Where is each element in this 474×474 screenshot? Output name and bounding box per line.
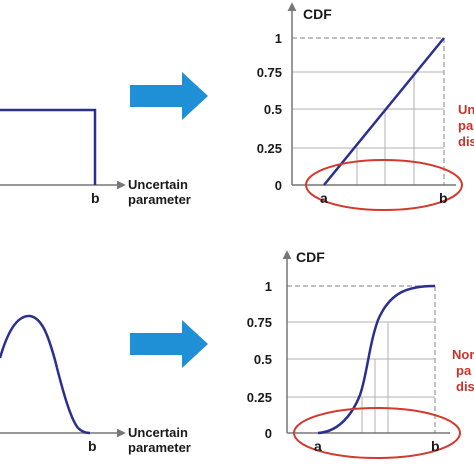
bottom-normal-pdf: b Uncertain parameter (0, 314, 191, 455)
top-cdf-note-line-1: Un (458, 102, 474, 117)
top-cdf-b-label: b (439, 190, 448, 206)
top-pdf-axis-label-2: parameter (128, 192, 191, 207)
bottom-cdf-chart: CDF 1 0.75 0.5 0.25 0 a b Nor pa dis (247, 249, 474, 459)
bottom-pdf-curve (0, 314, 91, 435)
top-cdf-ytick-05: 0.5 (264, 102, 282, 117)
bottom-cdf-note-line-1: Nor (452, 347, 474, 362)
bottom-cdf-ytick-025: 0.25 (247, 390, 272, 405)
top-cdf-chart: CDF 1 0.75 0.5 0.25 0 a b Un pa dis (257, 2, 474, 211)
top-cdf-sample-ellipse (305, 159, 463, 211)
top-cdf-curve (323, 37, 445, 186)
bottom-cdf-a-label: a (314, 438, 322, 454)
top-pdf-curve (0, 108, 97, 185)
bottom-transform-arrow (130, 320, 208, 368)
top-pdf-b-label: b (91, 190, 100, 206)
top-cdf-ytick-075: 0.75 (257, 65, 282, 80)
top-uniform-pdf: b Uncertain parameter (0, 108, 191, 207)
top-cdf-ytick-0: 0 (275, 178, 282, 193)
bottom-cdf-ytick-075: 0.75 (247, 315, 272, 330)
bottom-cdf-b-label: b (431, 438, 440, 454)
top-cdf-title: CDF (303, 6, 332, 22)
bottom-cdf-ytick-05: 0.5 (254, 352, 272, 367)
top-transform-arrow (130, 72, 208, 120)
bottom-pdf-axis-label-1: Uncertain (128, 425, 188, 440)
top-pdf-axis-label-1: Uncertain (128, 177, 188, 192)
bottom-pdf-axis-label-2: parameter (128, 440, 191, 455)
top-cdf-note-line-3: dis (458, 134, 474, 149)
bottom-cdf-title: CDF (296, 249, 325, 265)
bottom-cdf-curve (317, 284, 436, 435)
top-cdf-a-label: a (320, 190, 328, 206)
top-cdf-ytick-1: 1 (275, 31, 282, 46)
bottom-pdf-b-label: b (88, 438, 97, 454)
bottom-cdf-note-line-3: dis (456, 379, 474, 394)
bottom-cdf-ytick-0: 0 (265, 426, 272, 441)
top-cdf-note-line-2: pa (458, 118, 474, 133)
bottom-cdf-note-line-2: pa (456, 363, 472, 378)
bottom-cdf-ytick-1: 1 (265, 279, 272, 294)
top-cdf-ytick-025: 0.25 (257, 141, 282, 156)
bottom-cdf-sample-ellipse (293, 407, 461, 459)
